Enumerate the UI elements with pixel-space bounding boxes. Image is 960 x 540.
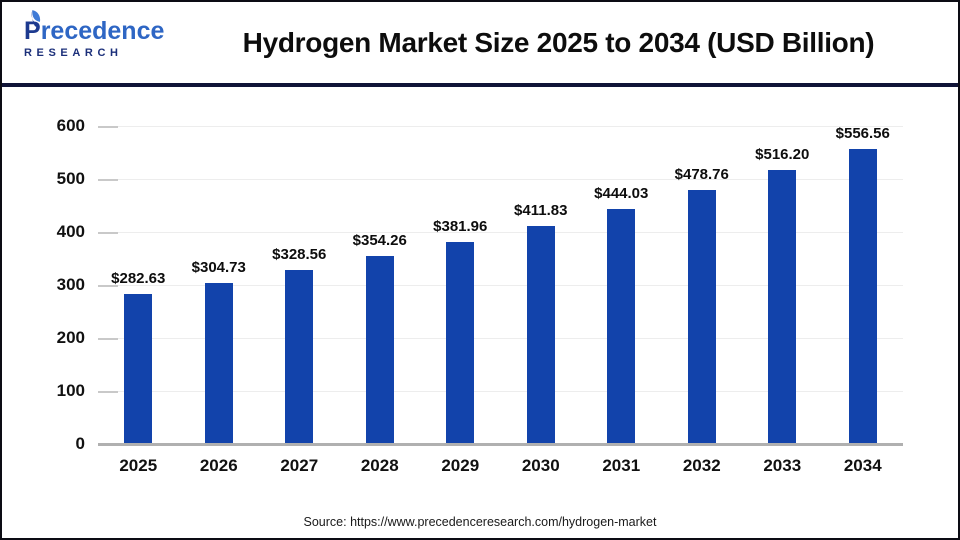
y-tick-mark — [98, 126, 118, 128]
bar-value-label: $328.56 — [272, 245, 327, 263]
x-tick-label: 2027 — [280, 456, 319, 475]
y-tick-mark — [98, 285, 118, 287]
logo-brand-text: Precedence — [24, 17, 165, 45]
y-tick-label: 300 — [56, 275, 85, 294]
x-tick-label: 2025 — [119, 456, 158, 475]
bar-2032 — [687, 190, 716, 444]
y-tick-mark — [98, 179, 118, 181]
bar-value-label: $411.83 — [514, 201, 568, 219]
source-note: Source: https://www.precedenceresearch.c… — [303, 515, 657, 529]
x-tick-label: 2030 — [521, 456, 560, 475]
gridline-rule — [98, 338, 903, 339]
gridline-rule — [98, 391, 903, 392]
x-tick-label: 2032 — [682, 456, 721, 475]
x-tick-label: 2031 — [602, 456, 641, 475]
bar-2030 — [526, 225, 555, 444]
y-tick-label: 0 — [75, 434, 85, 453]
x-tick-label: 2033 — [763, 456, 802, 475]
chart-title: Hydrogen Market Size 2025 to 2034 (USD B… — [242, 27, 875, 58]
y-tick-mark — [98, 391, 118, 393]
logo-subtext: RESEARCH — [24, 46, 123, 59]
x-tick-label: 2026 — [199, 456, 238, 475]
y-tick-label: 100 — [56, 381, 85, 400]
bar-value-label: $381.96 — [433, 217, 488, 235]
bar-value-label: $282.63 — [111, 270, 166, 288]
precedence-research-logo: Precedence RESEARCH — [24, 10, 174, 59]
y-tick-label: 200 — [56, 328, 85, 347]
bar-value-label: $444.03 — [594, 184, 649, 202]
bar-2028 — [365, 256, 394, 444]
leaf-icon — [31, 10, 41, 27]
gridline-rule — [98, 179, 903, 180]
bar-2025 — [124, 294, 153, 444]
gridline-rule — [98, 285, 903, 286]
y-tick-mark — [98, 338, 118, 340]
header: Precedence RESEARCH Hydrogen Market Size… — [2, 2, 958, 85]
logo-brand-row: Precedence — [24, 10, 174, 46]
x-tick-label: 2028 — [360, 456, 399, 475]
bar-value-label: $478.76 — [674, 166, 729, 184]
gridline-rule — [98, 126, 903, 127]
bar-value-label: $354.26 — [352, 232, 407, 250]
y-tick-label: 600 — [56, 116, 85, 135]
y-tick-label: 400 — [56, 222, 85, 241]
bar-value-label: $556.56 — [835, 125, 890, 143]
x-tick-label: 2034 — [843, 456, 882, 475]
bar-2033 — [768, 170, 797, 444]
bar-2027 — [285, 269, 314, 444]
y-tick-mark — [98, 232, 118, 234]
bar-2029 — [446, 241, 475, 444]
bar-2026 — [204, 282, 233, 444]
bar-chart-plot: 0 100 200 300 400 500 600 $282.63 2025 $304.73 202… — [57, 116, 903, 475]
bar-value-label: $516.20 — [755, 146, 810, 164]
bar-2034 — [848, 149, 877, 444]
x-tick-label: 2029 — [441, 456, 480, 475]
header-divider — [2, 83, 958, 87]
bar-value-label: $304.73 — [191, 258, 246, 276]
bar-2031 — [607, 208, 636, 444]
gridline-rule — [98, 232, 903, 233]
axis-baseline — [98, 443, 903, 446]
y-tick-label: 500 — [56, 169, 85, 188]
